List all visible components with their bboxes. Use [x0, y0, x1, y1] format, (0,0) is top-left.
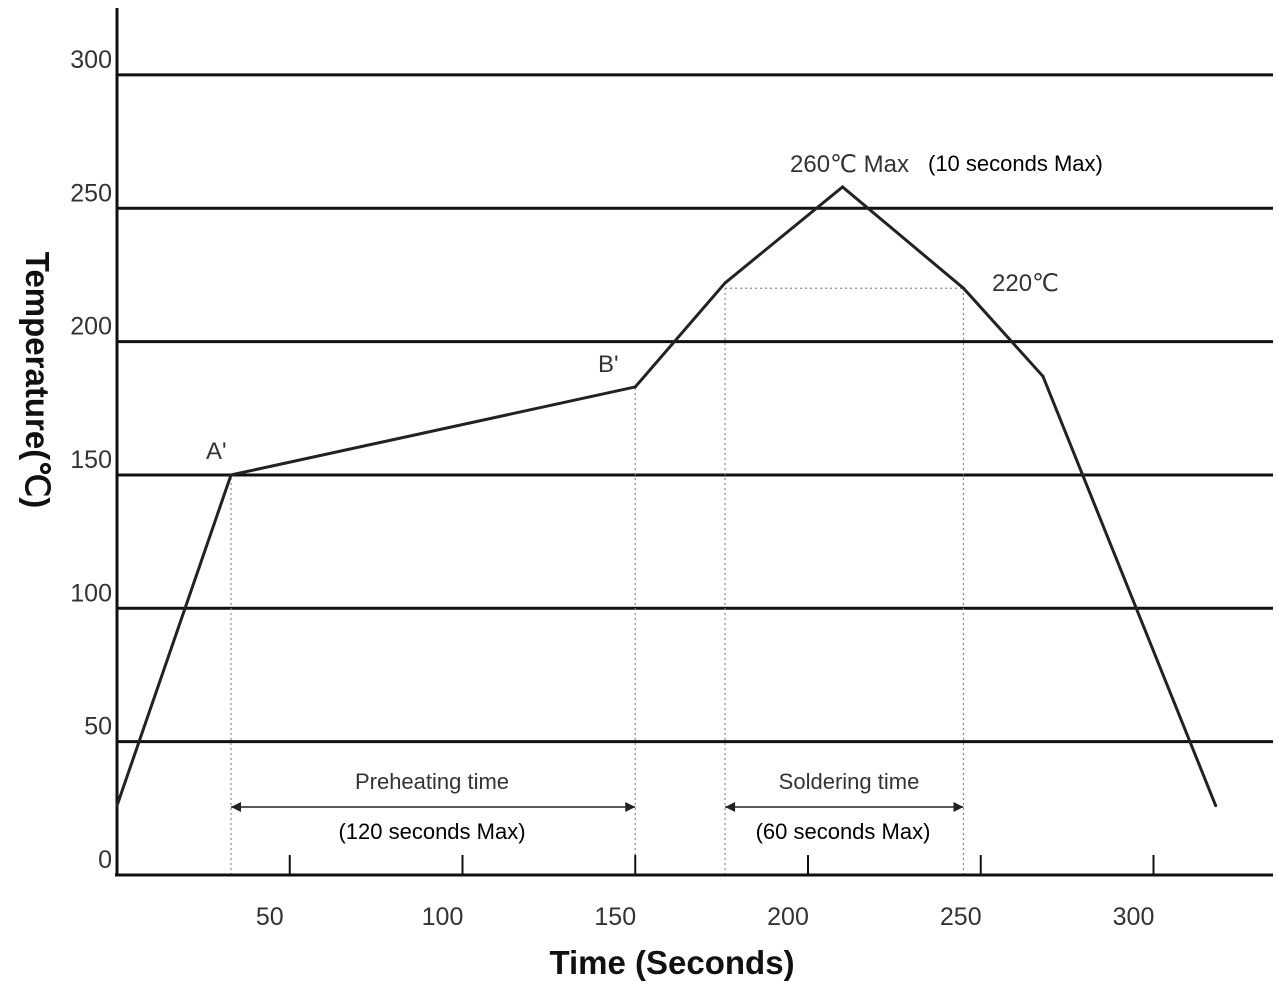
series-point — [633, 385, 637, 389]
label-b-prime: B' — [598, 351, 619, 378]
axes — [115, 8, 1273, 877]
y-tick-label: 200 — [70, 313, 112, 341]
label-220c: 220℃ — [992, 270, 1059, 297]
y-tick-label: 300 — [70, 46, 112, 74]
series-point — [841, 185, 845, 189]
label-soldering-limit: (60 seconds Max) — [756, 819, 931, 844]
y-axis-title: Temperature(℃) — [19, 252, 56, 509]
guide-lines — [230, 287, 965, 875]
label-soldering-time: Soldering time — [779, 769, 920, 794]
y-tick-label: 50 — [84, 713, 112, 741]
solder-arrow-head-right — [953, 802, 964, 812]
series-point — [1214, 804, 1218, 808]
y-ticks: 0 50 100 150 200 250 300 — [70, 46, 112, 874]
series — [115, 184, 1218, 808]
gridlines — [117, 73, 1273, 744]
series-point — [961, 286, 965, 290]
x-tick-label: 200 — [767, 903, 809, 931]
preheat-arrow-head-left — [231, 802, 242, 812]
y-tick-label: 250 — [70, 179, 112, 207]
label-preheating-limit: (120 seconds Max) — [338, 819, 525, 844]
y-tick-label: 0 — [98, 846, 112, 874]
label-peak-time: (10 seconds Max) — [928, 151, 1103, 176]
x-tick-label: 300 — [1113, 903, 1155, 931]
solder-arrow-head-left — [725, 802, 736, 812]
x-tick-label: 50 — [256, 903, 284, 931]
preheat-arrow-head-right — [625, 802, 636, 812]
series-point — [115, 804, 119, 808]
series-line — [115, 184, 1218, 807]
y-tick-label: 100 — [70, 579, 112, 607]
x-tick-label: 100 — [422, 903, 464, 931]
x-tick-label: 250 — [940, 903, 982, 931]
series-point — [723, 281, 727, 285]
series-point — [229, 473, 233, 477]
span-arrows — [231, 802, 964, 812]
y-tick-label: 150 — [70, 446, 112, 474]
x-axis-title: Time (Seconds) — [549, 944, 794, 981]
label-a-prime: A' — [206, 438, 227, 465]
x-ticks: 50 100 150 200 250 300 — [256, 855, 1155, 931]
label-peak-temp: 260℃ Max — [790, 151, 909, 178]
x-tick-label: 150 — [594, 903, 636, 931]
series-point — [1041, 374, 1045, 378]
label-preheating-time: Preheating time — [355, 769, 509, 794]
